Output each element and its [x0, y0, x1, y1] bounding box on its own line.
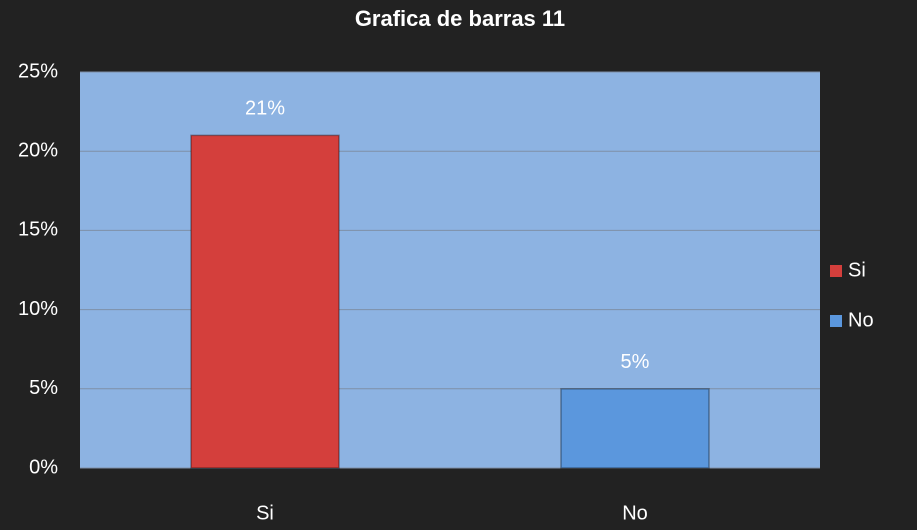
y-tick-label: 10%	[18, 298, 58, 320]
y-tick-label: 0%	[29, 456, 58, 478]
x-tick-label: Si	[256, 502, 274, 524]
y-tick-label: 15%	[18, 219, 58, 241]
legend-swatch	[830, 265, 842, 277]
legend-label: Si	[848, 259, 866, 281]
x-tick-label: No	[622, 502, 648, 524]
y-tick-label: 5%	[29, 377, 58, 399]
y-tick-label: 25%	[18, 60, 58, 82]
bar	[560, 388, 710, 469]
legend-label: No	[848, 309, 874, 331]
value-label: 21%	[245, 98, 285, 120]
value-label: 5%	[621, 351, 650, 373]
legend-swatch	[830, 315, 842, 327]
y-tick-label: 20%	[18, 139, 58, 161]
bar	[190, 134, 340, 469]
chart-title: Grafica de barras 11	[355, 6, 565, 31]
